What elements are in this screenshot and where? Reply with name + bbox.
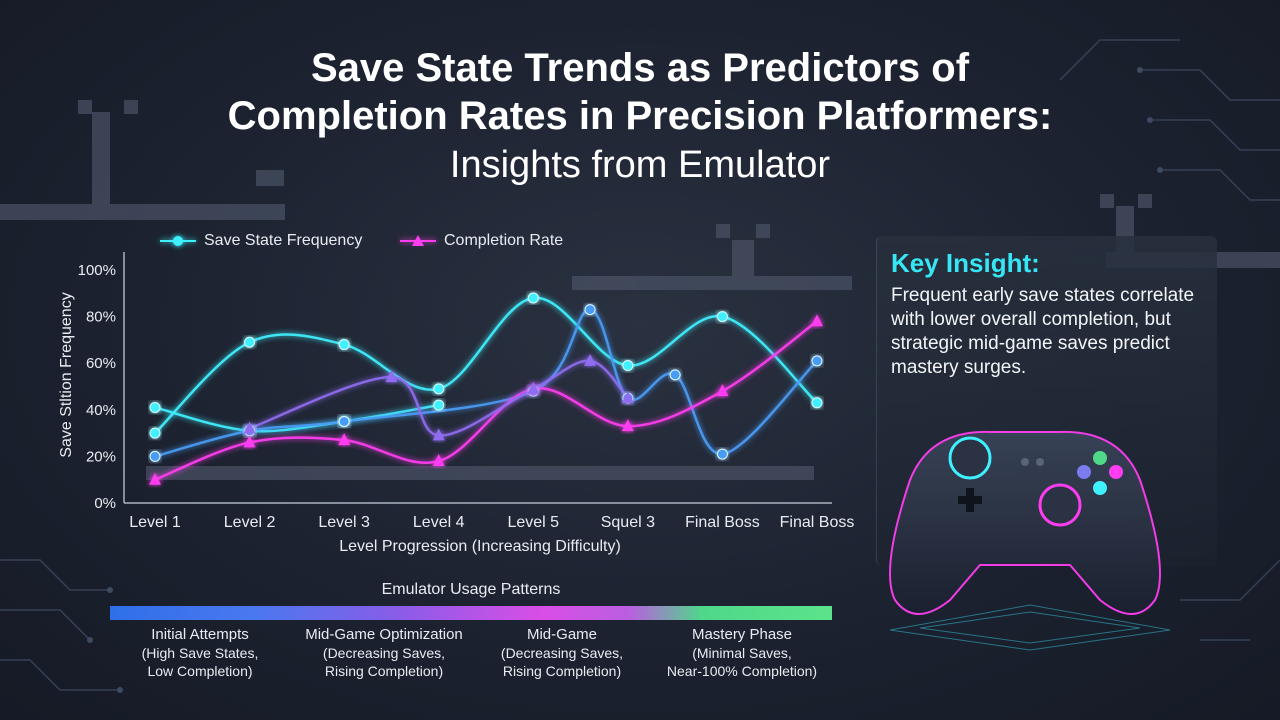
data-point-triangle bbox=[432, 428, 445, 441]
data-point-triangle bbox=[584, 353, 597, 366]
phase-heading: Initial Attempts bbox=[151, 626, 249, 643]
legend-item-save-state: Save State Frequency bbox=[160, 232, 362, 250]
x-tick-label: Final Boss bbox=[685, 514, 760, 531]
series-line-0 bbox=[154, 296, 818, 435]
phase-heading: Mid-Game bbox=[526, 626, 597, 643]
legend-label-completion: Completion Rate bbox=[444, 232, 564, 249]
phase-detail-line: (High Save States, bbox=[141, 645, 259, 661]
data-point-circle bbox=[584, 304, 596, 316]
legend-swatch-triangle bbox=[400, 235, 436, 246]
data-point-triangle bbox=[811, 314, 823, 327]
x-tick-label: Level 5 bbox=[507, 514, 559, 531]
y-axis-label: Save Stltion Frequency bbox=[58, 292, 75, 458]
y-tick-label: 100% bbox=[78, 262, 116, 279]
data-point-triangle bbox=[621, 419, 634, 432]
title-line-1: Save State Trends as Predictors of bbox=[310, 46, 970, 90]
x-tick-label: Level 2 bbox=[224, 514, 276, 531]
data-point-circle bbox=[669, 369, 681, 381]
phase-detail-line: (Decreasing Saves, bbox=[322, 645, 446, 661]
gamepad-icon bbox=[889, 430, 1171, 651]
data-point-circle bbox=[149, 450, 161, 462]
usage-phase-bar bbox=[110, 606, 832, 620]
x-tick-label: Level 4 bbox=[413, 514, 465, 531]
x-tick-label: Level 1 bbox=[129, 514, 181, 531]
usage-patterns-title: Emulator Usage Patterns bbox=[381, 581, 561, 598]
x-tick-label: Squel 3 bbox=[601, 514, 655, 531]
x-tick-label: Final Boss bbox=[780, 514, 855, 531]
data-point-circle bbox=[811, 397, 823, 409]
x-tick-label: Level 3 bbox=[318, 514, 370, 531]
data-point-triangle bbox=[243, 435, 256, 448]
legend-swatch-circle bbox=[160, 236, 196, 246]
y-tick-label: 0% bbox=[94, 495, 116, 512]
data-point-circle bbox=[149, 401, 161, 413]
series-line-1 bbox=[154, 403, 439, 433]
data-point-circle bbox=[244, 336, 256, 348]
data-point-circle bbox=[527, 292, 539, 304]
phase-detail-line: Near-100% Completion) bbox=[666, 663, 818, 679]
legend-item-completion: Completion Rate bbox=[400, 232, 563, 250]
key-insight-heading: Key Insight: bbox=[891, 248, 1040, 278]
data-point-triangle bbox=[338, 433, 351, 446]
data-point-triangle bbox=[149, 472, 161, 485]
y-tick-label: 80% bbox=[86, 309, 116, 326]
phase-heading: Mid-Game Optimization bbox=[305, 626, 463, 643]
phase-mid-game-optimization: Mid-Game Optimization (Decreasing Saves,… bbox=[294, 626, 474, 680]
y-tick-label: 60% bbox=[86, 355, 116, 372]
data-point-circle bbox=[433, 383, 445, 395]
data-point-triangle bbox=[621, 391, 634, 404]
phase-detail-line: Rising Completion) bbox=[324, 663, 444, 679]
data-point-circle bbox=[622, 360, 634, 372]
series-line-2 bbox=[154, 308, 818, 458]
key-insight-text: Frequent early save states correlate wit… bbox=[891, 285, 1195, 378]
y-tick-label: 20% bbox=[86, 448, 116, 465]
data-point-circle bbox=[338, 415, 350, 427]
phase-detail-line: (Minimal Saves, bbox=[692, 645, 792, 661]
data-point-circle bbox=[716, 448, 728, 460]
data-point-triangle bbox=[716, 384, 729, 397]
x-axis-label: Level Progression (Increasing Difficulty… bbox=[339, 538, 621, 555]
phase-detail-line: Low Completion) bbox=[147, 663, 253, 679]
data-point-triangle bbox=[432, 454, 445, 467]
phase-detail-line: Rising Completion) bbox=[502, 663, 622, 679]
data-point-triangle bbox=[243, 421, 256, 434]
data-point-triangle bbox=[527, 381, 540, 394]
data-point-triangle bbox=[385, 370, 398, 383]
data-point-circle bbox=[716, 311, 728, 323]
y-tick-label: 40% bbox=[86, 402, 116, 419]
legend-label-save-state: Save State Frequency bbox=[204, 232, 363, 249]
phase-initial-attempts: Initial Attempts (High Save States, Low … bbox=[110, 626, 290, 680]
chart-subtitle: Insights from Emulator bbox=[449, 144, 831, 186]
phase-detail-line: (Decreasing Saves, bbox=[500, 645, 624, 661]
data-point-circle bbox=[433, 399, 445, 411]
data-point-circle bbox=[338, 339, 350, 351]
chart-title: Save State Trends as Predictors of Compl… bbox=[0, 44, 1280, 140]
phase-heading: Mastery Phase bbox=[691, 626, 793, 643]
phase-mastery: Mastery Phase (Minimal Saves, Near-100% … bbox=[652, 626, 832, 680]
title-line-2: Completion Rates in Precision Platformer… bbox=[227, 94, 1053, 138]
series-line-3 bbox=[154, 320, 818, 481]
data-point-circle bbox=[811, 355, 823, 367]
data-point-circle bbox=[149, 427, 161, 439]
phase-mid-game: Mid-Game (Decreasing Saves, Rising Compl… bbox=[472, 626, 652, 680]
